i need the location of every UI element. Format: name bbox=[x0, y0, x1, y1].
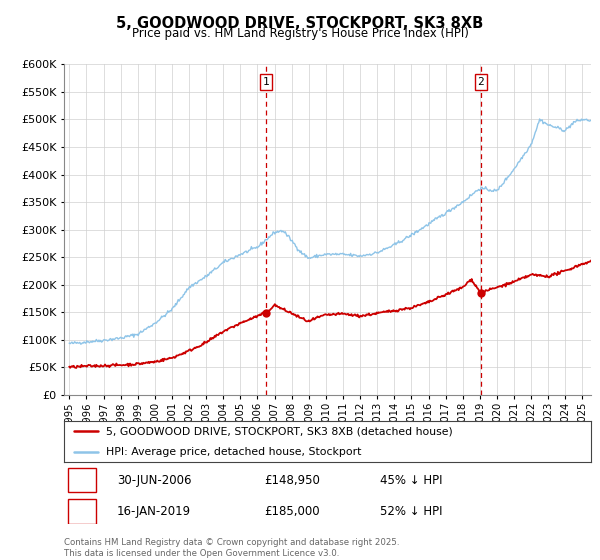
Text: Contains HM Land Registry data © Crown copyright and database right 2025.
This d: Contains HM Land Registry data © Crown c… bbox=[64, 538, 400, 558]
Text: 16-JAN-2019: 16-JAN-2019 bbox=[117, 505, 191, 518]
Text: 52% ↓ HPI: 52% ↓ HPI bbox=[380, 505, 443, 518]
Text: £185,000: £185,000 bbox=[265, 505, 320, 518]
Text: 45% ↓ HPI: 45% ↓ HPI bbox=[380, 474, 443, 487]
Text: 2: 2 bbox=[478, 77, 484, 87]
Text: £148,950: £148,950 bbox=[265, 474, 320, 487]
Text: 30-JUN-2006: 30-JUN-2006 bbox=[117, 474, 191, 487]
FancyBboxPatch shape bbox=[68, 500, 96, 524]
Text: Price paid vs. HM Land Registry's House Price Index (HPI): Price paid vs. HM Land Registry's House … bbox=[131, 27, 469, 40]
Text: 5, GOODWOOD DRIVE, STOCKPORT, SK3 8XB (detached house): 5, GOODWOOD DRIVE, STOCKPORT, SK3 8XB (d… bbox=[106, 426, 453, 436]
Text: 1: 1 bbox=[79, 474, 86, 487]
Text: 2: 2 bbox=[79, 505, 86, 518]
Text: HPI: Average price, detached house, Stockport: HPI: Average price, detached house, Stoc… bbox=[106, 447, 362, 457]
Text: 5, GOODWOOD DRIVE, STOCKPORT, SK3 8XB: 5, GOODWOOD DRIVE, STOCKPORT, SK3 8XB bbox=[116, 16, 484, 31]
Text: 1: 1 bbox=[263, 77, 269, 87]
FancyBboxPatch shape bbox=[68, 468, 96, 492]
